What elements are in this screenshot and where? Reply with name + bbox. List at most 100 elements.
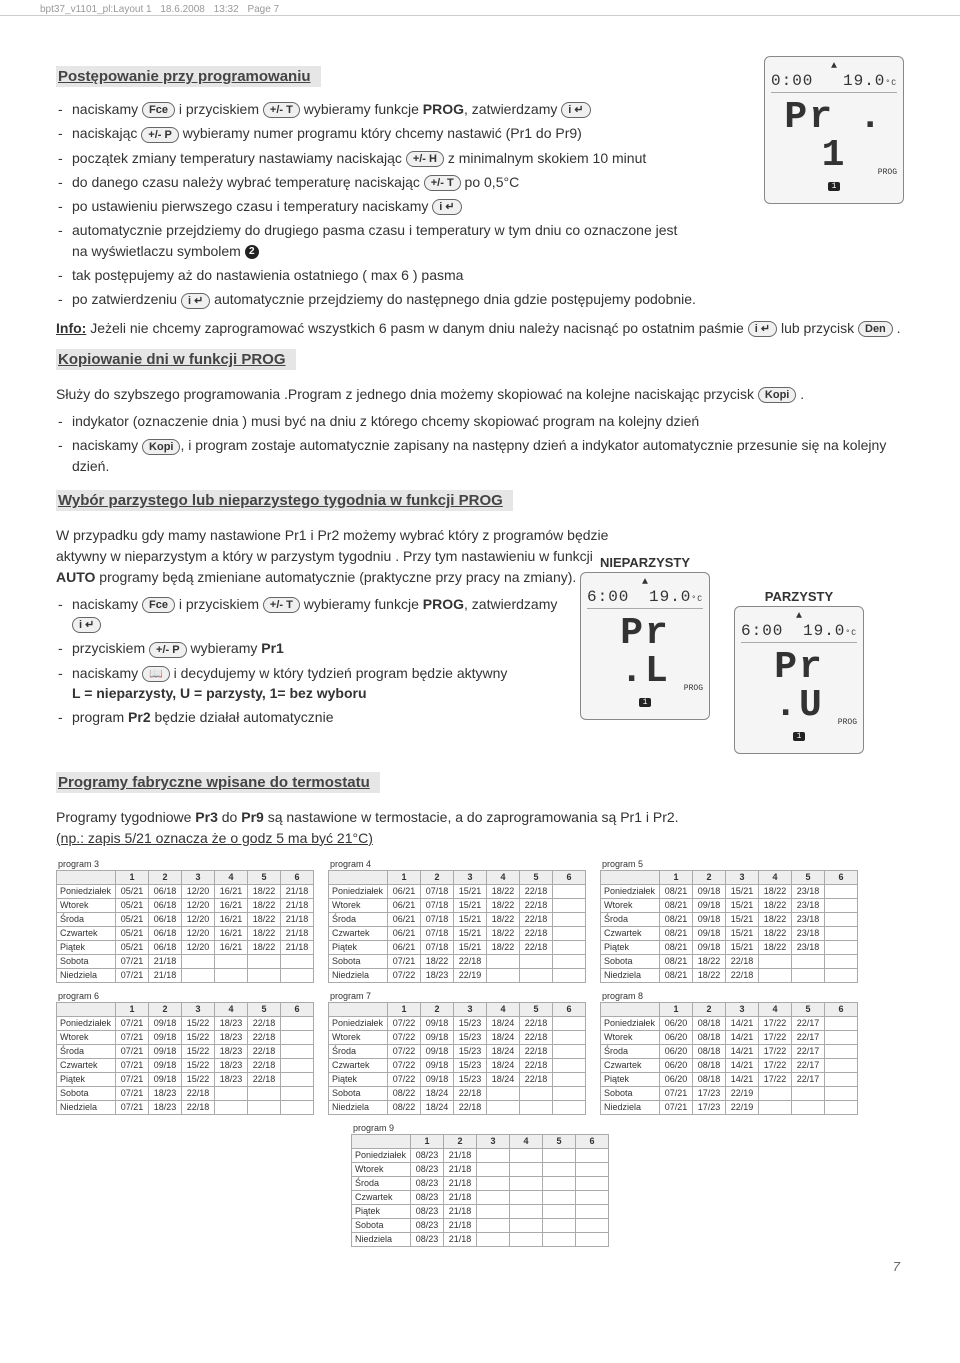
den-button[interactable]: Den xyxy=(858,321,893,337)
table-row: Sobota07/2121/18 xyxy=(57,954,314,968)
crop-page: Page 7 xyxy=(247,4,279,15)
table-row: Wtorek07/2109/1815/2218/2322/18 xyxy=(57,1030,314,1044)
table-row: Sobota07/2118/2222/18 xyxy=(329,954,586,968)
plus-t-button[interactable]: +/- T xyxy=(424,175,461,191)
i-enter-button[interactable]: i ↵ xyxy=(748,321,777,337)
copy-steps: indykator (oznaczenie dnia ) musi być na… xyxy=(56,411,904,476)
table-row: Piątek06/2107/1815/2118/2222/18 xyxy=(329,940,586,954)
table-row: Środa08/2109/1815/2118/2223/18 xyxy=(601,912,858,926)
step: początek zmiany temperatury nastawiamy n… xyxy=(56,148,696,168)
step: po zatwierdzeniu i ↵ automatycznie przej… xyxy=(56,289,696,309)
i-enter-button[interactable]: i ↵ xyxy=(432,199,461,215)
step: tak postępujemy aż do nastawienia ostatn… xyxy=(56,265,696,285)
step: naciskamy Kopi, i program zostaje automa… xyxy=(56,435,904,476)
crop-time: 13:32 xyxy=(214,4,239,15)
label-odd: NIEPARZYSTY xyxy=(580,555,710,570)
table-row: Środa06/2008/1814/2117/2222/17 xyxy=(601,1044,858,1058)
week-steps: naciskamy Fce i przyciskiem +/- T wybier… xyxy=(56,594,576,728)
table-row: Niedziela07/2218/2322/19 xyxy=(329,968,586,982)
table-row: Środa07/2109/1815/2218/2322/18 xyxy=(57,1044,314,1058)
table-row: Niedziela08/2218/2422/18 xyxy=(329,1100,586,1114)
plus-t-button[interactable]: +/- T xyxy=(263,102,300,118)
table-row: Czwartek05/2106/1812/2016/2118/2221/18 xyxy=(57,926,314,940)
program-table-7: program 7123456Poniedziałek07/2209/1815/… xyxy=(328,991,586,1115)
table-row: Wtorek07/2209/1815/2318/2422/18 xyxy=(329,1030,586,1044)
table-row: Czwartek07/2109/1815/2218/2322/18 xyxy=(57,1058,314,1072)
step: naciskamy Fce i przyciskiem +/- T wybier… xyxy=(56,594,576,635)
table-row: Wtorek06/2008/1814/2117/2222/17 xyxy=(601,1030,858,1044)
info-note: Info: Jeżeli nie chcemy zaprogramować ws… xyxy=(56,320,904,337)
program-table-9: program 9123456Poniedziałek08/2321/18Wto… xyxy=(351,1123,609,1247)
kopi-button[interactable]: Kopi xyxy=(142,439,180,455)
fce-button[interactable]: Fce xyxy=(142,102,175,118)
table-row: Środa06/2107/1815/2118/2222/18 xyxy=(329,912,586,926)
table-row: Wtorek08/2321/18 xyxy=(352,1162,609,1176)
kopi-button[interactable]: Kopi xyxy=(758,387,796,403)
table-row: Piątek05/2106/1812/2016/2118/2221/18 xyxy=(57,940,314,954)
heading-copy: Kopiowanie dni w funkcji PROG xyxy=(56,349,296,370)
plus-p-button[interactable]: +/- P xyxy=(149,642,187,658)
table-row: Poniedziałek07/2209/1815/2318/2422/18 xyxy=(329,1016,586,1030)
table-row: Czwartek07/2209/1815/2318/2422/18 xyxy=(329,1058,586,1072)
badge-2-icon: 2 xyxy=(245,245,259,259)
plus-t-button[interactable]: +/- T xyxy=(263,597,300,613)
table-row: Piątek07/2209/1815/2318/2422/18 xyxy=(329,1072,586,1086)
i-enter-button[interactable]: i ↵ xyxy=(72,617,101,633)
crop-file: bpt37_v1101_pl:Layout 1 xyxy=(40,4,152,15)
program-table-5: program 5123456Poniedziałek08/2109/1815/… xyxy=(600,859,858,983)
i-enter-button[interactable]: i ↵ xyxy=(561,102,590,118)
table-row: Piątek07/2109/1815/2218/2322/18 xyxy=(57,1072,314,1086)
table-row: Niedziela07/2121/18 xyxy=(57,968,314,982)
program-tables: program 3123456Poniedziałek05/2106/1812/… xyxy=(56,859,904,1115)
table-row: Sobota08/2118/2222/18 xyxy=(601,954,858,968)
copy-intro: Służy do szybszego programowania .Progra… xyxy=(56,384,904,405)
disp-main: Pr . 1 xyxy=(771,99,897,175)
program-table-6: program 6123456Poniedziałek07/2109/1815/… xyxy=(56,991,314,1115)
step: po ustawieniu pierwszego czasu i tempera… xyxy=(56,196,696,216)
step: indykator (oznaczenie dnia ) musi być na… xyxy=(56,411,904,431)
table-row: Wtorek08/2109/1815/2118/2223/18 xyxy=(601,898,858,912)
step: przyciskiem +/- P wybieramy Pr1 xyxy=(56,638,576,658)
program-table-8: program 8123456Poniedziałek06/2008/1814/… xyxy=(600,991,858,1115)
label-even: PARZYSTY xyxy=(734,589,864,604)
table-row: Sobota08/2321/18 xyxy=(352,1218,609,1232)
step: naciskając +/- P wybieramy numer program… xyxy=(56,123,696,143)
step: naciskamy Fce i przyciskiem +/- T wybier… xyxy=(56,99,696,119)
table-row: Sobota07/2118/2322/18 xyxy=(57,1086,314,1100)
step: automatycznie przejdziemy do drugiego pa… xyxy=(56,220,696,261)
table-row: Niedziela08/2321/18 xyxy=(352,1232,609,1246)
table-row: Czwartek08/2321/18 xyxy=(352,1190,609,1204)
heading-factory: Programy fabryczne wpisane do termostatu xyxy=(56,772,380,793)
crop-date: 18.6.2008 xyxy=(160,4,205,15)
disp-main: Pr .U xyxy=(741,649,857,725)
book-icon[interactable]: 📖 xyxy=(142,666,170,682)
table-row: Środa07/2209/1815/2318/2422/18 xyxy=(329,1044,586,1058)
table-row: Sobota07/2117/2322/19 xyxy=(601,1086,858,1100)
table-row: Czwartek06/2107/1815/2118/2222/18 xyxy=(329,926,586,940)
program-table-4: program 4123456Poniedziałek06/2107/1815/… xyxy=(328,859,586,983)
plus-p-button[interactable]: +/- P xyxy=(141,127,179,143)
table-row: Wtorek05/2106/1812/2016/2118/2221/18 xyxy=(57,898,314,912)
table-row: Poniedziałek06/2008/1814/2117/2222/17 xyxy=(601,1016,858,1030)
disp-time: 0:00 xyxy=(771,72,813,90)
table-row: Piątek06/2008/1814/2117/2222/17 xyxy=(601,1072,858,1086)
table-row: Poniedziałek06/2107/1815/2118/2222/18 xyxy=(329,884,586,898)
plus-h-button[interactable]: +/- H xyxy=(406,151,444,167)
fce-button[interactable]: Fce xyxy=(142,597,175,613)
i-enter-button[interactable]: i ↵ xyxy=(181,293,210,309)
table-row: Niedziela07/2117/2322/19 xyxy=(601,1100,858,1114)
programming-steps: naciskamy Fce i przyciskiem +/- T wybier… xyxy=(56,99,696,310)
step: program Pr2 będzie działał automatycznie xyxy=(56,707,576,727)
week-intro: W przypadku gdy mamy nastawione Pr1 i Pr… xyxy=(56,525,616,588)
table-row: Środa08/2321/18 xyxy=(352,1176,609,1190)
table-row: Poniedziałek05/2106/1812/2016/2118/2221/… xyxy=(57,884,314,898)
table-row: Poniedziałek08/2321/18 xyxy=(352,1148,609,1162)
display-pr1: ▲ 0:00 19.0°C Pr . 1 PROG 1 xyxy=(764,56,904,204)
step: do danego czasu należy wybrać temperatur… xyxy=(56,172,696,192)
crop-marks: bpt37_v1101_pl:Layout 1 18.6.2008 13:32 … xyxy=(0,0,960,16)
display-pair: NIEPARZYSTY ▲ 6:0019.0°C Pr .L PROG 1 PA… xyxy=(580,555,864,754)
program-table-3: program 3123456Poniedziałek05/2106/1812/… xyxy=(56,859,314,983)
table-row: Wtorek06/2107/1815/2118/2222/18 xyxy=(329,898,586,912)
table-row: Piątek08/2109/1815/2118/2223/18 xyxy=(601,940,858,954)
table-row: Czwartek08/2109/1815/2118/2223/18 xyxy=(601,926,858,940)
